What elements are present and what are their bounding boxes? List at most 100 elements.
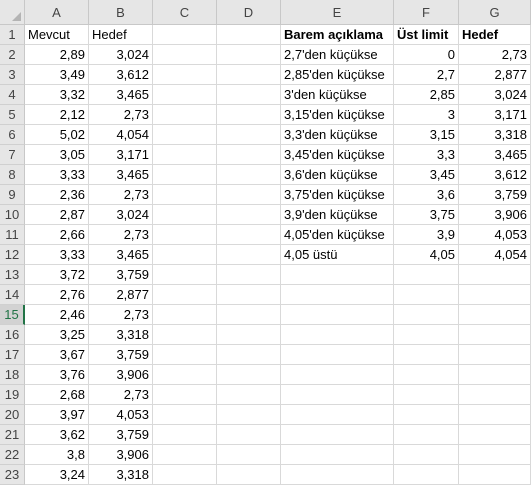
- left-table-cell[interactable]: 3,24: [59, 467, 85, 482]
- barem-description-cell[interactable]: 3,9'den küçükse: [284, 207, 378, 222]
- cell[interactable]: [281, 365, 394, 385]
- cell[interactable]: [394, 45, 459, 65]
- cell[interactable]: [217, 325, 281, 345]
- cell[interactable]: [89, 185, 153, 205]
- cell[interactable]: [25, 325, 89, 345]
- left-table-cell[interactable]: 3,25: [59, 327, 85, 342]
- cell[interactable]: [25, 265, 89, 285]
- cell[interactable]: [459, 425, 531, 445]
- left-table-cell[interactable]: 3,33: [59, 247, 85, 262]
- row-header-15[interactable]: 15: [0, 305, 25, 325]
- cell[interactable]: [89, 285, 153, 305]
- cell[interactable]: [25, 65, 89, 85]
- select-all-corner[interactable]: [0, 0, 25, 25]
- cell[interactable]: [217, 225, 281, 245]
- cell[interactable]: [394, 405, 459, 425]
- cell[interactable]: [25, 405, 89, 425]
- left-table-cell[interactable]: 3,97: [59, 407, 85, 422]
- cell[interactable]: [459, 445, 531, 465]
- left-table-cell[interactable]: 3,759: [116, 427, 149, 442]
- cell[interactable]: [153, 465, 217, 485]
- column-header-f[interactable]: F: [394, 0, 459, 25]
- cell[interactable]: [217, 345, 281, 365]
- cell[interactable]: [25, 445, 89, 465]
- cell[interactable]: [394, 465, 459, 485]
- cell[interactable]: [394, 165, 459, 185]
- cell[interactable]: [153, 125, 217, 145]
- row-header-12[interactable]: 12: [0, 245, 25, 265]
- barem-description-cell[interactable]: 3,75'den küçükse: [284, 187, 385, 202]
- cell[interactable]: [217, 265, 281, 285]
- cell[interactable]: [217, 45, 281, 65]
- cell[interactable]: [25, 85, 89, 105]
- cell[interactable]: [153, 265, 217, 285]
- row-header-11[interactable]: 11: [0, 225, 25, 245]
- cell[interactable]: [394, 365, 459, 385]
- cell[interactable]: [25, 125, 89, 145]
- row-header-9[interactable]: 9: [0, 185, 25, 205]
- cell[interactable]: [89, 465, 153, 485]
- cell[interactable]: [153, 45, 217, 65]
- cell[interactable]: [89, 385, 153, 405]
- left-table-cell[interactable]: 3,465: [116, 87, 149, 102]
- right-table-header[interactable]: Üst limit: [397, 27, 449, 42]
- left-table-cell[interactable]: 3,33: [59, 167, 85, 182]
- left-table-cell[interactable]: 3,76: [59, 367, 85, 382]
- right-table-cell[interactable]: 2,877: [494, 67, 527, 82]
- cell[interactable]: [153, 105, 217, 125]
- cell[interactable]: [281, 425, 394, 445]
- cell[interactable]: [25, 165, 89, 185]
- right-table-cell[interactable]: 3,759: [494, 187, 527, 202]
- cell[interactable]: [217, 425, 281, 445]
- cell[interactable]: [153, 305, 217, 325]
- column-header-b[interactable]: B: [89, 0, 153, 25]
- column-header-a[interactable]: A: [25, 0, 89, 25]
- cell[interactable]: [394, 345, 459, 365]
- cell[interactable]: [25, 305, 89, 325]
- cell[interactable]: [217, 165, 281, 185]
- cell[interactable]: [394, 425, 459, 445]
- cell[interactable]: [394, 85, 459, 105]
- cell[interactable]: [25, 245, 89, 265]
- cell[interactable]: [89, 165, 153, 185]
- column-header-d[interactable]: D: [217, 0, 281, 25]
- left-table-cell[interactable]: 2,46: [59, 307, 85, 322]
- cell[interactable]: [89, 305, 153, 325]
- cell[interactable]: [281, 45, 394, 65]
- cell[interactable]: [281, 305, 394, 325]
- right-table-header[interactable]: Barem açıklama: [284, 27, 384, 42]
- row-header-19[interactable]: 19: [0, 385, 25, 405]
- right-table-cell[interactable]: 3,45: [429, 167, 455, 182]
- left-table-cell[interactable]: 4,054: [116, 127, 149, 142]
- cell[interactable]: [394, 385, 459, 405]
- cell[interactable]: [394, 325, 459, 345]
- left-table-cell[interactable]: 3,318: [116, 327, 149, 342]
- cell[interactable]: [281, 325, 394, 345]
- cell[interactable]: [25, 225, 89, 245]
- left-table-cell[interactable]: 3,8: [66, 447, 85, 462]
- cell[interactable]: [281, 345, 394, 365]
- cell[interactable]: [394, 285, 459, 305]
- cell[interactable]: [25, 425, 89, 445]
- cell[interactable]: [153, 285, 217, 305]
- cell[interactable]: [25, 365, 89, 385]
- cell[interactable]: [394, 225, 459, 245]
- cell[interactable]: [459, 465, 531, 485]
- cell[interactable]: [459, 325, 531, 345]
- cell[interactable]: [89, 325, 153, 345]
- left-table-header[interactable]: Mevcut: [28, 27, 70, 42]
- right-table-cell[interactable]: 2,7: [436, 67, 455, 82]
- cell[interactable]: [217, 85, 281, 105]
- row-header-21[interactable]: 21: [0, 425, 25, 445]
- left-table-cell[interactable]: 4,053: [116, 407, 149, 422]
- right-table-cell[interactable]: 3,906: [494, 207, 527, 222]
- left-table-cell[interactable]: 2,73: [123, 307, 149, 322]
- cell[interactable]: [25, 285, 89, 305]
- cell[interactable]: [25, 465, 89, 485]
- cell[interactable]: [217, 205, 281, 225]
- row-header-16[interactable]: 16: [0, 325, 25, 345]
- cell[interactable]: [89, 365, 153, 385]
- row-header-1[interactable]: 1: [0, 25, 25, 45]
- cell[interactable]: [217, 405, 281, 425]
- barem-description-cell[interactable]: 3,45'den küçükse: [284, 147, 385, 162]
